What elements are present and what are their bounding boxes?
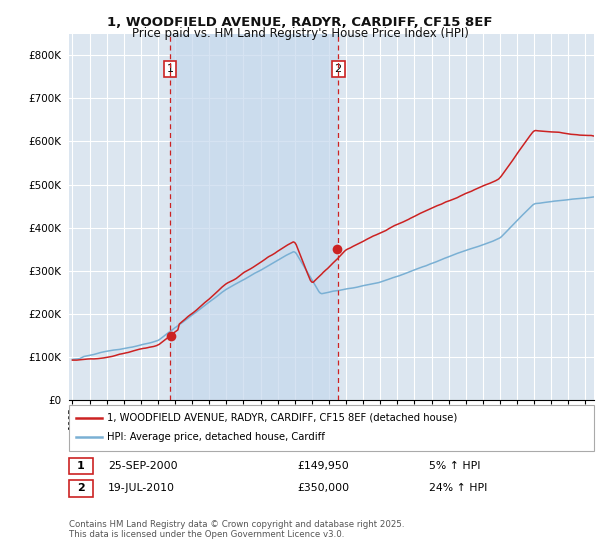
Text: Contains HM Land Registry data © Crown copyright and database right 2025.
This d: Contains HM Land Registry data © Crown c…	[69, 520, 404, 539]
Text: Price paid vs. HM Land Registry's House Price Index (HPI): Price paid vs. HM Land Registry's House …	[131, 27, 469, 40]
Text: 1, WOODFIELD AVENUE, RADYR, CARDIFF, CF15 8EF (detached house): 1, WOODFIELD AVENUE, RADYR, CARDIFF, CF1…	[107, 413, 457, 423]
Text: HPI: Average price, detached house, Cardiff: HPI: Average price, detached house, Card…	[107, 432, 325, 442]
Text: 5% ↑ HPI: 5% ↑ HPI	[429, 461, 481, 471]
Text: 1: 1	[77, 461, 85, 471]
Text: 1: 1	[167, 64, 173, 74]
Text: 25-SEP-2000: 25-SEP-2000	[108, 461, 178, 471]
Text: 19-JUL-2010: 19-JUL-2010	[108, 483, 175, 493]
Text: 24% ↑ HPI: 24% ↑ HPI	[429, 483, 487, 493]
Bar	[170, 34, 338, 400]
Text: 2: 2	[77, 483, 85, 493]
Text: 1, WOODFIELD AVENUE, RADYR, CARDIFF, CF15 8EF: 1, WOODFIELD AVENUE, RADYR, CARDIFF, CF1…	[107, 16, 493, 29]
Text: £350,000: £350,000	[297, 483, 349, 493]
Text: 2: 2	[335, 64, 342, 74]
Text: £149,950: £149,950	[297, 461, 349, 471]
